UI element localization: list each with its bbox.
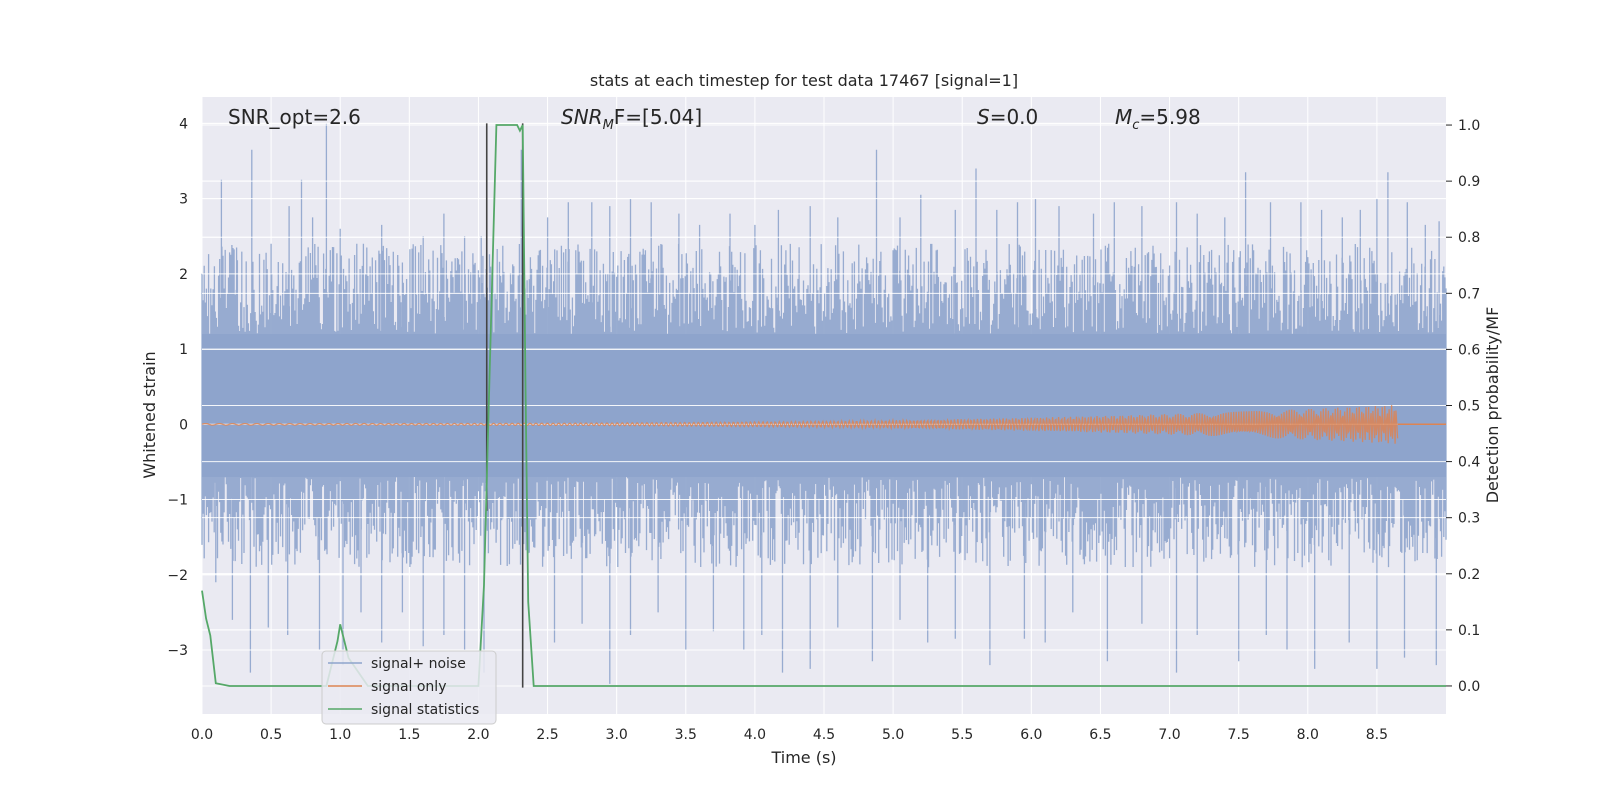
y-left-tick-label: −3 — [167, 643, 188, 659]
x-tick-label: 7.5 — [1228, 727, 1250, 743]
y-right-tick-label: 0.6 — [1458, 342, 1480, 358]
y-axis-right-title: Detection probability/MF — [1483, 307, 1502, 504]
legend-box — [321, 650, 497, 725]
annotation-snr-mf-sub: M — [603, 118, 614, 133]
y-axis-right-ticks: 1.0 0.9 0.8 0.7 0.6 0.5 0.4 0.3 0.2 0.1 0.0 — [1446, 118, 1480, 695]
x-tick-label: 1.5 — [398, 727, 420, 743]
series-signal-plus-noise — [201, 122, 1447, 687]
annotation-s-rest: =0.0 — [990, 105, 1039, 129]
chirp-trace — [201, 405, 1399, 444]
y-right-tick-label: 0.5 — [1458, 399, 1480, 415]
stats-line — [201, 124, 1446, 687]
y-right-tick-label: 0.4 — [1458, 455, 1480, 471]
y-right-tick-label: 0.8 — [1458, 230, 1480, 246]
y-right-tick-label: 1.0 — [1458, 118, 1480, 134]
y-left-tick-label: 1 — [179, 342, 188, 358]
annotation-mc-sub: c — [1132, 118, 1139, 133]
x-tick-label: 5.5 — [951, 727, 973, 743]
y-left-tick-label: −1 — [167, 493, 188, 509]
y-right-tick-label: 0.2 — [1458, 567, 1480, 583]
annotation-s: S=0.0 — [977, 105, 1038, 129]
y-right-tick-label: 0.9 — [1458, 174, 1480, 190]
series-signal-statistics — [201, 124, 1446, 687]
legend-label-signal-plus-noise: signal+ noise — [371, 656, 466, 672]
annotation-snr-mf-main: SNR — [561, 105, 603, 129]
annotation-mc-main: M — [1115, 105, 1132, 129]
x-tick-label: 4.0 — [744, 727, 766, 743]
x-tick-label: 8.5 — [1366, 727, 1388, 743]
x-tick-label: 1.0 — [329, 727, 351, 743]
legend-label-signal-statistics: signal statistics — [371, 702, 479, 718]
x-tick-label: 8.0 — [1297, 727, 1319, 743]
x-axis-title: Time (s) — [770, 748, 836, 767]
x-axis-ticks: 0.0 0.5 1.0 1.5 2.0 2.5 3.0 3.5 4.0 4.5 5.0 5.5 6.0 6… — [191, 727, 1388, 743]
y-right-tick-label: 0.7 — [1458, 286, 1480, 302]
y-left-tick-label: 2 — [179, 267, 188, 283]
legend: signal+ noise signal only signal statist… — [321, 650, 497, 725]
annotation-snr-mf-rest: F=[5.04] — [614, 105, 702, 129]
annotation-s-main: S — [977, 105, 990, 129]
annotation-mc-rest: =5.98 — [1139, 105, 1200, 129]
x-tick-label: 5.0 — [882, 727, 904, 743]
y-axis-left-ticks: 4 3 2 1 0 −1 −2 −3 — [167, 116, 188, 659]
x-tick-label: 0.0 — [191, 727, 213, 743]
vertical-markers — [485, 123, 524, 688]
y-left-tick-label: −2 — [167, 568, 188, 584]
legend-label-signal-only: signal only — [371, 679, 446, 695]
annotation-snr-opt: SNR_opt=2.6 — [228, 105, 361, 129]
chart-title: stats at each timestep for test data 174… — [590, 71, 1018, 90]
y-right-tick-label: 0.0 — [1458, 679, 1480, 695]
x-tick-label: 2.5 — [536, 727, 558, 743]
x-tick-label: 7.0 — [1158, 727, 1180, 743]
x-tick-label: 6.0 — [1020, 727, 1042, 743]
y-left-tick-label: 3 — [179, 192, 188, 208]
x-tick-label: 4.5 — [813, 727, 835, 743]
x-tick-label: 3.5 — [675, 727, 697, 743]
series-signal-only — [201, 405, 1446, 444]
x-tick-label: 0.5 — [260, 727, 282, 743]
annotation-snr-mf: SNRMF=[5.04] — [561, 105, 702, 133]
x-tick-label: 3.0 — [606, 727, 628, 743]
y-left-tick-label: 0 — [179, 417, 188, 433]
annotation-mc: Mc=5.98 — [1115, 105, 1201, 133]
x-tick-label: 2.0 — [467, 727, 489, 743]
y-left-tick-label: 4 — [179, 116, 188, 132]
y-axis-left-title: Whitened strain — [140, 351, 159, 478]
x-tick-label: 6.5 — [1089, 727, 1111, 743]
y-right-tick-label: 0.1 — [1458, 623, 1480, 639]
y-right-tick-label: 0.3 — [1458, 511, 1480, 527]
